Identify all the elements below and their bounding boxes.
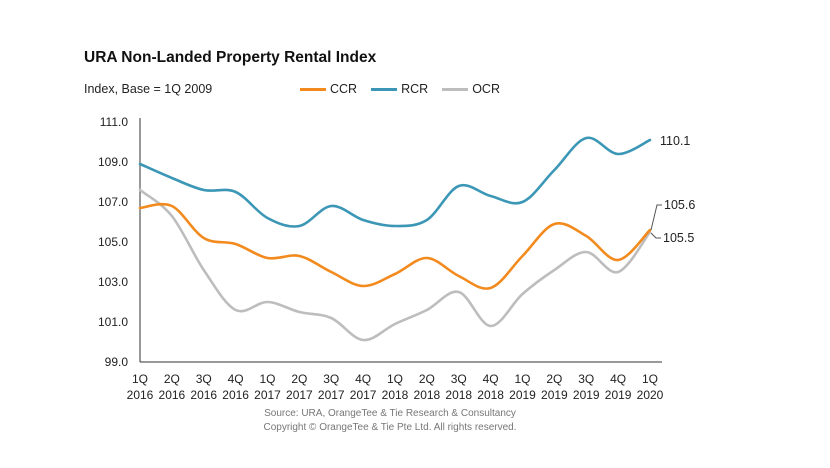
legend-swatch-rcr	[371, 87, 398, 91]
x-tick-label-quarter: 4Q	[355, 372, 371, 386]
x-tick-label-quarter: 1Q	[259, 372, 275, 386]
y-tick-label: 101.0	[98, 315, 128, 329]
legend: CCR RCR OCR	[300, 82, 514, 96]
x-tick-label-year: 2018	[414, 388, 441, 402]
x-tick-label-year: 2019	[509, 388, 536, 402]
end-label-rcr: 110.1	[660, 134, 690, 148]
x-tick-label-quarter: 3Q	[323, 372, 339, 386]
x-tick-label-year: 2016	[159, 388, 186, 402]
x-tick-label-year: 2017	[350, 388, 377, 402]
legend-label-rcr: RCR	[401, 82, 429, 96]
legend-swatch-ocr	[442, 87, 469, 91]
legend-item-rcr: RCR	[371, 82, 428, 96]
x-tick-label-year: 2018	[382, 388, 409, 402]
copyright-line: Copyright © OrangeTee & Tie Pte Ltd. All…	[263, 422, 517, 433]
x-tick-label-year: 2016	[190, 388, 217, 402]
x-tick-label-quarter: 4Q	[228, 372, 244, 386]
leader-line-ccr	[650, 204, 662, 231]
x-tick-label-year: 2019	[605, 388, 632, 402]
series-line-ccr	[138, 202, 652, 290]
x-tick-label-quarter: 3Q	[451, 372, 467, 386]
y-tick-label: 99.0	[105, 355, 129, 369]
x-tick-label-quarter: 1Q	[132, 372, 148, 386]
x-tick-label-quarter: 4Q	[483, 372, 499, 386]
x-tick-label-year: 2020	[637, 388, 664, 402]
legend-item-ccr: CCR	[300, 82, 357, 96]
legend-label-ccr: CCR	[330, 82, 358, 96]
x-tick-label-year: 2019	[573, 388, 600, 402]
x-tick-label-year: 2018	[445, 388, 472, 402]
x-tick-label-year: 2017	[286, 388, 313, 402]
end-label-ccr: 105.6	[664, 198, 695, 212]
x-tick-label-year: 2017	[318, 388, 345, 402]
x-tick-label-quarter: 1Q	[387, 372, 403, 386]
leader-line-ocr	[650, 232, 661, 239]
x-tick-label-quarter: 2Q	[419, 372, 435, 386]
y-axis-label: Index, Base = 1Q 2009	[84, 82, 213, 96]
x-tick-label-quarter: 1Q	[514, 372, 530, 386]
x-tick-label-year: 2016	[127, 388, 154, 402]
y-tick-label: 111.0	[100, 115, 129, 129]
x-tick-label-quarter: 3Q	[578, 372, 594, 386]
x-tick-label-year: 2019	[541, 388, 568, 402]
x-tick-label-quarter: 2Q	[546, 372, 562, 386]
chart-title: URA Non-Landed Property Rental Index	[84, 49, 377, 66]
x-tick-label-quarter: 1Q	[642, 372, 658, 386]
y-tick-label: 105.0	[98, 235, 128, 249]
x-tick-label-quarter: 2Q	[291, 372, 307, 386]
y-tick-label: 109.0	[98, 155, 128, 169]
y-tick-label: 103.0	[98, 275, 128, 289]
end-label-ocr: 105.5	[663, 231, 694, 245]
x-tick-label-quarter: 2Q	[164, 372, 180, 386]
x-tick-label-quarter: 3Q	[196, 372, 212, 386]
x-tick-label-year: 2017	[254, 388, 281, 402]
y-tick-label: 107.0	[98, 195, 128, 209]
x-tick-label-year: 2018	[477, 388, 504, 402]
legend-swatch-ccr	[300, 87, 326, 91]
source-line: Source: URA, OrangeTee & Tie Research & …	[264, 408, 516, 419]
series-line-ocr	[138, 188, 652, 342]
legend-item-ocr: OCR	[442, 82, 500, 96]
legend-label-ocr: OCR	[472, 82, 500, 96]
x-tick-label-quarter: 4Q	[610, 372, 626, 386]
series-line-rcr	[138, 136, 652, 228]
x-tick-label-year: 2016	[222, 388, 249, 402]
